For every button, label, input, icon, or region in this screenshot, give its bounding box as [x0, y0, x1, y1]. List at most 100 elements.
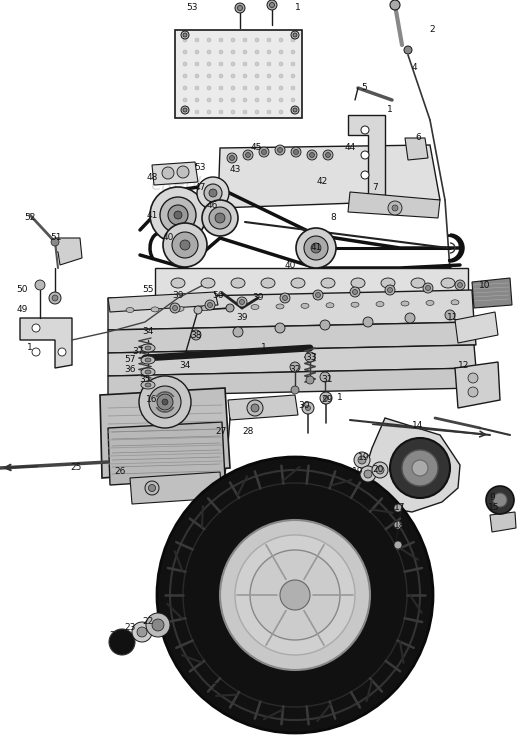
- Text: 47: 47: [194, 183, 206, 193]
- Circle shape: [279, 50, 283, 54]
- Circle shape: [468, 373, 478, 383]
- Circle shape: [160, 197, 196, 233]
- Circle shape: [109, 629, 135, 655]
- Circle shape: [267, 62, 271, 66]
- Circle shape: [255, 38, 259, 42]
- Ellipse shape: [145, 358, 151, 362]
- Ellipse shape: [321, 278, 335, 288]
- Text: 17: 17: [394, 503, 406, 512]
- Text: 43: 43: [229, 166, 241, 174]
- Circle shape: [385, 285, 395, 295]
- Text: 38: 38: [190, 331, 202, 341]
- Text: 7: 7: [372, 183, 378, 193]
- Circle shape: [307, 150, 317, 160]
- Circle shape: [243, 110, 247, 114]
- Circle shape: [404, 46, 412, 54]
- Circle shape: [240, 300, 244, 305]
- Circle shape: [390, 438, 450, 498]
- Circle shape: [183, 110, 187, 114]
- Circle shape: [231, 98, 235, 102]
- Circle shape: [219, 74, 223, 78]
- Circle shape: [207, 62, 211, 66]
- Text: 11: 11: [447, 314, 459, 322]
- Ellipse shape: [201, 305, 209, 311]
- Circle shape: [323, 150, 333, 160]
- Text: 45: 45: [250, 144, 262, 152]
- Polygon shape: [108, 345, 476, 376]
- Circle shape: [293, 33, 297, 37]
- Circle shape: [313, 290, 323, 300]
- Ellipse shape: [145, 346, 151, 350]
- Circle shape: [177, 166, 189, 178]
- Circle shape: [326, 152, 331, 158]
- Circle shape: [207, 86, 211, 90]
- Polygon shape: [490, 512, 516, 532]
- Circle shape: [195, 50, 199, 54]
- Circle shape: [52, 295, 58, 301]
- Circle shape: [387, 288, 393, 292]
- Circle shape: [243, 50, 247, 54]
- Circle shape: [207, 50, 211, 54]
- Circle shape: [321, 396, 329, 404]
- Circle shape: [191, 330, 201, 340]
- Ellipse shape: [141, 344, 155, 352]
- Ellipse shape: [141, 368, 155, 376]
- Circle shape: [251, 404, 259, 412]
- Ellipse shape: [201, 278, 215, 288]
- Text: 46: 46: [206, 200, 218, 210]
- Circle shape: [207, 38, 211, 42]
- Circle shape: [231, 38, 235, 42]
- Circle shape: [376, 466, 384, 474]
- Polygon shape: [405, 138, 428, 160]
- Circle shape: [388, 201, 402, 215]
- Circle shape: [145, 481, 159, 495]
- Circle shape: [291, 62, 295, 66]
- Ellipse shape: [301, 303, 309, 308]
- Circle shape: [245, 152, 251, 158]
- Circle shape: [195, 98, 199, 102]
- Ellipse shape: [401, 301, 409, 306]
- Text: 15: 15: [488, 503, 500, 512]
- Circle shape: [183, 33, 187, 37]
- Circle shape: [291, 386, 299, 394]
- Circle shape: [207, 98, 211, 102]
- Circle shape: [316, 292, 320, 297]
- Circle shape: [157, 394, 173, 410]
- Ellipse shape: [326, 302, 334, 308]
- Circle shape: [278, 147, 282, 152]
- Ellipse shape: [145, 370, 151, 374]
- Circle shape: [279, 86, 283, 90]
- Circle shape: [269, 2, 275, 7]
- Circle shape: [149, 484, 155, 492]
- Circle shape: [255, 110, 259, 114]
- Ellipse shape: [351, 302, 359, 307]
- Circle shape: [361, 151, 369, 159]
- Text: 5: 5: [361, 83, 367, 93]
- Text: 41: 41: [310, 244, 322, 252]
- Polygon shape: [348, 192, 440, 218]
- Circle shape: [205, 300, 215, 310]
- Circle shape: [279, 38, 283, 42]
- Ellipse shape: [451, 300, 459, 305]
- Circle shape: [290, 362, 300, 372]
- Circle shape: [279, 110, 283, 114]
- Polygon shape: [155, 268, 468, 298]
- Text: 32: 32: [289, 366, 301, 375]
- Text: 4: 4: [411, 63, 417, 73]
- Circle shape: [180, 240, 190, 250]
- Circle shape: [291, 98, 295, 102]
- Circle shape: [235, 3, 245, 13]
- Ellipse shape: [291, 278, 305, 288]
- Text: 16: 16: [146, 395, 158, 405]
- Circle shape: [207, 110, 211, 114]
- Circle shape: [493, 493, 507, 507]
- Circle shape: [51, 238, 59, 246]
- Circle shape: [194, 306, 202, 314]
- Text: 8: 8: [330, 213, 336, 222]
- Circle shape: [259, 147, 269, 157]
- Circle shape: [229, 155, 235, 160]
- Text: 12: 12: [458, 361, 470, 369]
- Text: 1: 1: [295, 4, 301, 13]
- Circle shape: [306, 376, 314, 384]
- Text: 51: 51: [50, 233, 62, 242]
